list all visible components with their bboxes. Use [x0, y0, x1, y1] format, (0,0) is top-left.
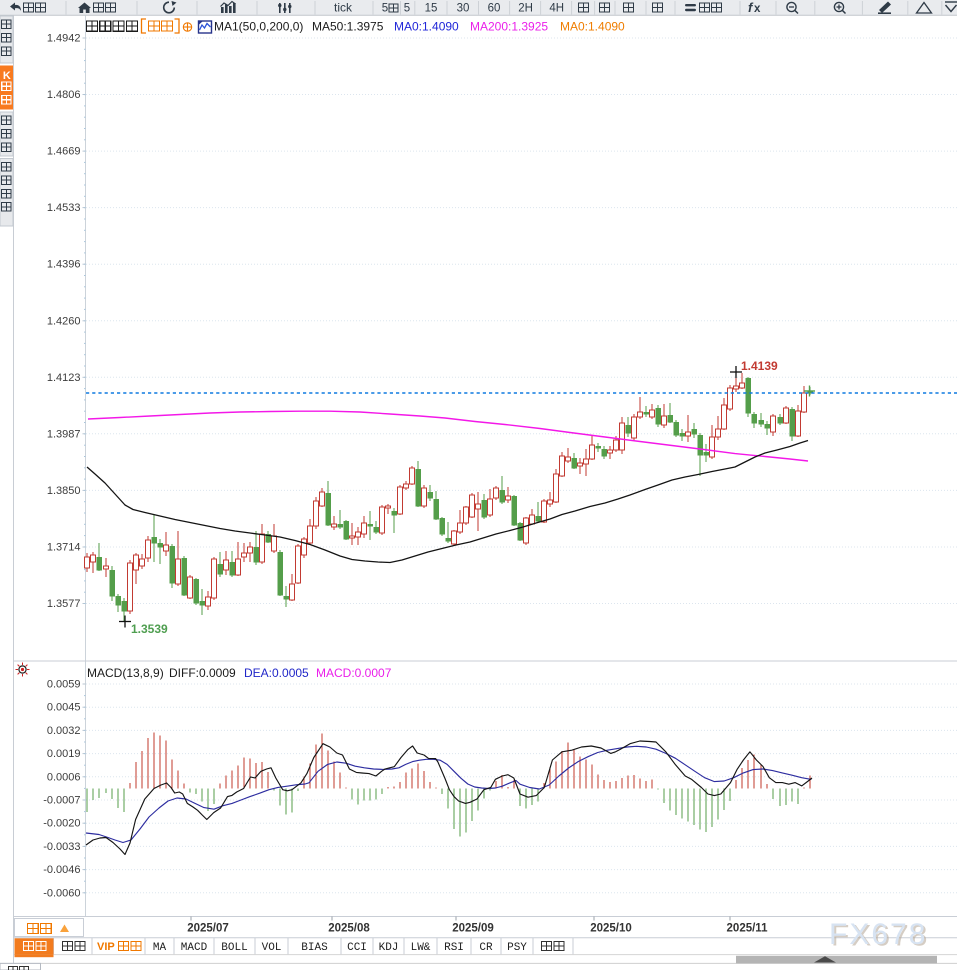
- svg-text:BOLL: BOLL: [221, 942, 247, 954]
- svg-text:1.3987: 1.3987: [47, 428, 81, 440]
- svg-text:DEA:0.0005: DEA:0.0005: [244, 666, 309, 680]
- svg-text:1.4669: 1.4669: [47, 146, 81, 158]
- svg-text:2025/09: 2025/09: [452, 923, 494, 935]
- svg-text:60: 60: [488, 3, 501, 15]
- svg-text:1.3714: 1.3714: [47, 541, 81, 553]
- svg-text:MA200:1.3925: MA200:1.3925: [470, 20, 548, 34]
- svg-text:1.3850: 1.3850: [47, 485, 81, 497]
- svg-text:-0.0046: -0.0046: [43, 864, 80, 876]
- svg-text:MA1(50,0,200,0): MA1(50,0,200,0): [214, 20, 303, 34]
- svg-text:MA: MA: [153, 942, 167, 954]
- svg-text:0.0006: 0.0006: [47, 771, 81, 783]
- svg-text:0.0019: 0.0019: [47, 748, 81, 760]
- svg-text:0.0045: 0.0045: [47, 702, 81, 714]
- svg-text:1.4123: 1.4123: [47, 372, 81, 384]
- svg-text:2025/10: 2025/10: [590, 923, 632, 935]
- svg-text:1.4806: 1.4806: [47, 89, 81, 101]
- svg-text:2025/07: 2025/07: [187, 923, 229, 935]
- svg-text:BIAS: BIAS: [301, 942, 328, 954]
- svg-text:K: K: [3, 70, 11, 82]
- svg-text:RSI: RSI: [444, 942, 464, 954]
- svg-text:1.4260: 1.4260: [47, 315, 81, 327]
- svg-text:5: 5: [404, 3, 410, 15]
- svg-text:KDJ: KDJ: [379, 942, 399, 954]
- svg-text:1.4396: 1.4396: [47, 259, 81, 271]
- svg-text:MA0:1.4090: MA0:1.4090: [394, 20, 459, 34]
- svg-text:VIP: VIP: [97, 941, 115, 953]
- svg-text:DIFF:0.0009: DIFF:0.0009: [169, 666, 236, 680]
- svg-text:-0.0060: -0.0060: [43, 887, 80, 899]
- svg-text:15: 15: [425, 3, 438, 15]
- svg-text:-0.0020: -0.0020: [43, 818, 80, 830]
- svg-text:4H: 4H: [549, 3, 564, 15]
- svg-text:30: 30: [457, 3, 470, 15]
- svg-text:1.3539: 1.3539: [131, 622, 168, 636]
- svg-text:-0.0007: -0.0007: [43, 795, 80, 807]
- svg-text:tick: tick: [334, 1, 353, 15]
- svg-text:1.4533: 1.4533: [47, 202, 81, 214]
- svg-text:MACD: MACD: [181, 942, 208, 954]
- svg-text:CCI: CCI: [347, 942, 367, 954]
- svg-text:5: 5: [382, 3, 388, 15]
- svg-text:1.4139: 1.4139: [741, 359, 778, 373]
- svg-text:x: x: [754, 3, 761, 15]
- svg-text:0.0032: 0.0032: [47, 725, 81, 737]
- svg-text:CR: CR: [479, 942, 493, 954]
- svg-text:LW&: LW&: [411, 942, 431, 954]
- svg-text:MA50:1.3975: MA50:1.3975: [312, 20, 384, 34]
- svg-text:0.0059: 0.0059: [47, 679, 81, 691]
- svg-text:2025/08: 2025/08: [328, 923, 370, 935]
- svg-text:MA0:1.4090: MA0:1.4090: [560, 20, 625, 34]
- svg-text:VOL: VOL: [262, 942, 282, 954]
- svg-text:MACD(13,8,9): MACD(13,8,9): [87, 666, 164, 680]
- svg-text:FX678: FX678: [831, 920, 929, 953]
- svg-text:FX678: FX678: [829, 918, 927, 951]
- svg-text:1.3577: 1.3577: [47, 598, 81, 610]
- svg-text:2H: 2H: [518, 3, 533, 15]
- svg-text:f: f: [748, 0, 754, 15]
- svg-text:-0.0033: -0.0033: [43, 841, 80, 853]
- svg-text:MACD:0.0007: MACD:0.0007: [316, 666, 392, 680]
- svg-text:PSY: PSY: [507, 942, 527, 954]
- svg-text:1.4942: 1.4942: [47, 33, 81, 45]
- svg-text:2025/11: 2025/11: [727, 923, 769, 935]
